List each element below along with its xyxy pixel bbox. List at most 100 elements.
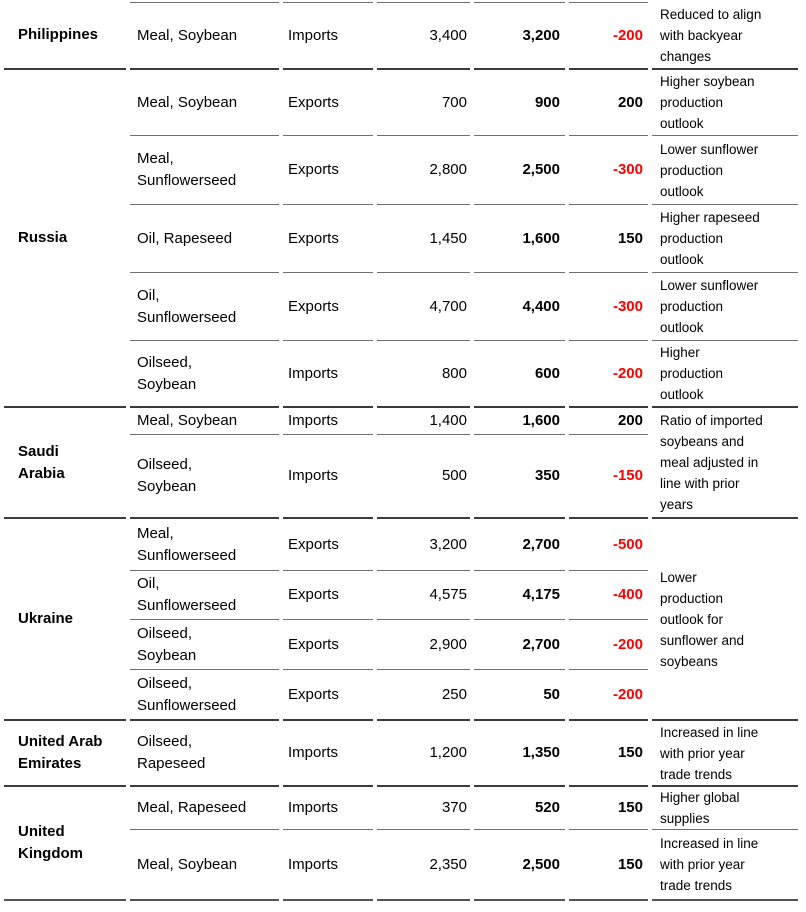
- current-value-cell: 3,200: [474, 2, 565, 70]
- table-row: United Kingdom Meal, Rapeseed Imports 370 52…: [4, 787, 798, 901]
- comment-cell: Higher production outlook: [652, 341, 798, 408]
- current-value-cell: 1,600: [474, 408, 565, 435]
- current-value-cell: 2,700: [474, 620, 565, 670]
- country-cell: Ukraine: [4, 519, 126, 721]
- table-row: Oil, Sunflowerseed Exports 4,700 4,400 -300 L…: [4, 273, 798, 341]
- change-value-cell: -150: [569, 435, 648, 519]
- change-value-cell: -200: [569, 341, 648, 408]
- trade-type-cell: Imports: [283, 830, 373, 901]
- current-value-cell: 50: [474, 670, 565, 721]
- country-cell: Saudi Arabia: [4, 408, 126, 519]
- trade-type-cell: Imports: [283, 408, 373, 435]
- change-value-cell: 150: [569, 787, 648, 830]
- table-row: Oilseed, Soybean Imports 500 350 -150: [4, 435, 798, 519]
- commodity-cell: Oil, Sunflowerseed: [130, 571, 279, 620]
- change-value-cell: -200: [569, 2, 648, 70]
- country-cell: Philippines: [4, 2, 126, 70]
- current-value-cell: 1,350: [474, 721, 565, 787]
- table-row: Oilseed, Soybean Imports 800 600 -200 Higher …: [4, 341, 798, 408]
- current-value-cell: 2,700: [474, 519, 565, 571]
- comment-cell: Higher global supplies: [652, 787, 798, 830]
- previous-value-cell: 4,700: [377, 273, 470, 341]
- comment-cell: Higher rapeseed production outlook: [652, 205, 798, 273]
- comment-cell: Lower sunflower production outlook: [652, 136, 798, 205]
- current-value-cell: 4,400: [474, 273, 565, 341]
- trade-type-cell: Exports: [283, 620, 373, 670]
- current-value-cell: 2,500: [474, 830, 565, 901]
- trade-type-cell: Exports: [283, 571, 373, 620]
- current-value-cell: 1,600: [474, 205, 565, 273]
- commodity-cell: Oilseed, Soybean: [130, 620, 279, 670]
- previous-value-cell: 2,350: [377, 830, 470, 901]
- previous-value-cell: 2,900: [377, 620, 470, 670]
- previous-value-cell: 370: [377, 787, 470, 830]
- trade-type-cell: Exports: [283, 136, 373, 205]
- commodity-cell: Oil, Rapeseed: [130, 205, 279, 273]
- change-value-cell: -400: [569, 571, 648, 620]
- previous-value-cell: 1,200: [377, 721, 470, 787]
- current-value-cell: 4,175: [474, 571, 565, 620]
- commodity-cell: Oilseed, Rapeseed: [130, 721, 279, 787]
- current-value-cell: 520: [474, 787, 565, 830]
- trade-type-cell: Exports: [283, 670, 373, 721]
- commodity-cell: Meal, Soybean: [130, 70, 279, 136]
- comment-cell: Lower production outlook for sunflower a…: [652, 519, 798, 721]
- current-value-cell: 350: [474, 435, 565, 519]
- change-value-cell: -200: [569, 670, 648, 721]
- commodity-cell: Meal, Soybean: [130, 2, 279, 70]
- commodity-cell: Oilseed, Sunflowerseed: [130, 670, 279, 721]
- trade-type-cell: Exports: [283, 273, 373, 341]
- current-value-cell: 2,500: [474, 136, 565, 205]
- table-row: Russia Meal, Soybean Exports 700 900 200 Highe…: [4, 70, 798, 408]
- commodity-cell: Meal, Sunflowerseed: [130, 519, 279, 571]
- commodity-cell: Oil, Sunflowerseed: [130, 273, 279, 341]
- country-cell: Russia: [4, 70, 126, 408]
- change-value-cell: 200: [569, 70, 648, 136]
- trade-table-body: Philippines Meal, Soybean Imports 3,400 3,20…: [4, 2, 798, 901]
- country-cell: United Arab Emirates: [4, 721, 126, 787]
- trade-type-cell: Imports: [283, 787, 373, 830]
- trade-type-cell: Exports: [283, 205, 373, 273]
- previous-value-cell: 250: [377, 670, 470, 721]
- table-row: Oilseed, Soybean Exports 2,900 2,700 -200: [4, 620, 798, 670]
- comment-cell: Lower sunflower production outlook: [652, 273, 798, 341]
- current-value-cell: 900: [474, 70, 565, 136]
- table-row: Philippines Meal, Soybean Imports 3,400 3,20…: [4, 2, 798, 70]
- previous-value-cell: 3,200: [377, 519, 470, 571]
- country-cell: United Kingdom: [4, 787, 126, 901]
- change-value-cell: 200: [569, 408, 648, 435]
- table-row: Saudi Arabia Meal, Soybean Imports 1,400 1,6…: [4, 408, 798, 519]
- change-value-cell: -500: [569, 519, 648, 571]
- comment-cell: Reduced to align with backyear changes: [652, 2, 798, 70]
- previous-value-cell: 500: [377, 435, 470, 519]
- table-row: Ukraine Meal, Sunflowerseed Exports 3,200 2,…: [4, 519, 798, 721]
- trade-type-cell: Imports: [283, 2, 373, 70]
- table-row: Oil, Rapeseed Exports 1,450 1,600 150 Higher …: [4, 205, 798, 273]
- table-row: United Arab Emirates Oilseed, Rapeseed Imp…: [4, 721, 798, 787]
- table-row: Oilseed, Sunflowerseed Exports 250 50 -200: [4, 670, 798, 721]
- comment-cell: Increased in line with prior year trade …: [652, 830, 798, 901]
- trade-type-cell: Exports: [283, 519, 373, 571]
- table-row: Meal, Sunflowerseed Exports 2,800 2,500 -300…: [4, 136, 798, 205]
- table-row: Oil, Sunflowerseed Exports 4,575 4,175 -400: [4, 571, 798, 620]
- previous-value-cell: 1,450: [377, 205, 470, 273]
- trade-type-cell: Imports: [283, 341, 373, 408]
- change-value-cell: 150: [569, 721, 648, 787]
- change-value-cell: -200: [569, 620, 648, 670]
- comment-cell: Higher soybean production outlook: [652, 70, 798, 136]
- previous-value-cell: 4,575: [377, 571, 470, 620]
- change-value-cell: 150: [569, 830, 648, 901]
- previous-value-cell: 1,400: [377, 408, 470, 435]
- commodity-cell: Meal, Soybean: [130, 408, 279, 435]
- previous-value-cell: 800: [377, 341, 470, 408]
- previous-value-cell: 700: [377, 70, 470, 136]
- commodity-cell: Oilseed, Soybean: [130, 435, 279, 519]
- previous-value-cell: 3,400: [377, 2, 470, 70]
- commodity-cell: Meal, Sunflowerseed: [130, 136, 279, 205]
- previous-value-cell: 2,800: [377, 136, 470, 205]
- current-value-cell: 600: [474, 341, 565, 408]
- table-row: Meal, Soybean Imports 2,350 2,500 150 Increas…: [4, 830, 798, 901]
- trade-type-cell: Exports: [283, 70, 373, 136]
